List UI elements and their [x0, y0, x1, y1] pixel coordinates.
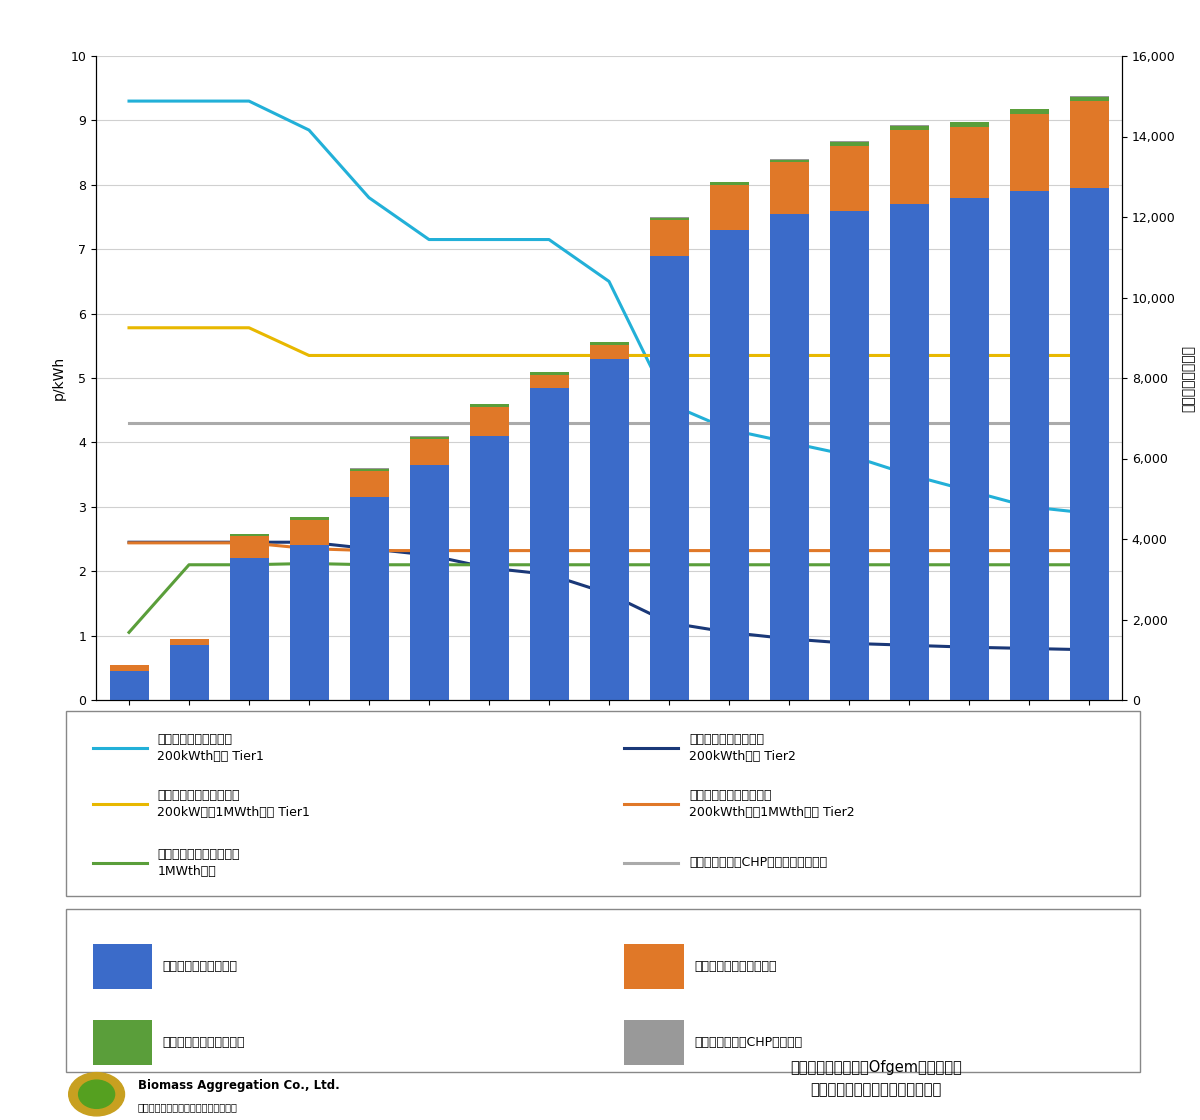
Bar: [529, 375, 569, 388]
Bar: [769, 160, 809, 162]
Bar: [709, 230, 749, 700]
Bar: [1069, 101, 1109, 188]
Bar: [889, 125, 929, 130]
Bar: [589, 358, 629, 700]
Bar: [92, 943, 152, 989]
Bar: [469, 436, 509, 700]
Bar: [109, 671, 149, 700]
Text: 中規模商業用バイオマス
200kWth以上1MWth未満 Tier2: 中規模商業用バイオマス 200kWth以上1MWth未満 Tier2: [689, 788, 854, 819]
Bar: [349, 472, 389, 497]
Bar: [709, 183, 749, 185]
Bar: [529, 388, 569, 700]
Bar: [1009, 192, 1049, 700]
Bar: [229, 535, 269, 558]
Text: 小型商業用バイオマス
200kWth未満 Tier2: 小型商業用バイオマス 200kWth未満 Tier2: [689, 734, 796, 763]
Bar: [169, 645, 209, 700]
Text: 固体バイオマスCHPシステム　全容量: 固体バイオマスCHPシステム 全容量: [689, 856, 827, 869]
Bar: [769, 214, 809, 700]
Text: 小型商業用バイオマス
200kWth未満 Tier1: 小型商業用バイオマス 200kWth未満 Tier1: [157, 734, 264, 763]
Bar: [349, 497, 389, 700]
Bar: [289, 545, 329, 700]
Bar: [589, 342, 629, 345]
Bar: [589, 345, 629, 358]
Text: 大規模商業用バイオマス: 大規模商業用バイオマス: [163, 1036, 245, 1049]
Text: 中規模商業用バイオマス
200kW以上1MWth未満 Tier1: 中規模商業用バイオマス 200kW以上1MWth未満 Tier1: [157, 788, 310, 819]
Text: 大規模商業用バイオマス
1MWth以上: 大規模商業用バイオマス 1MWth以上: [157, 848, 240, 878]
Bar: [829, 211, 869, 700]
Bar: [624, 1020, 684, 1065]
Bar: [109, 664, 149, 671]
Text: 固体バイオマスCHPシステム: 固体バイオマスCHPシステム: [695, 1036, 803, 1049]
Bar: [829, 146, 869, 211]
Bar: [709, 185, 749, 230]
Y-axis label: p/kWh: p/kWh: [53, 356, 66, 400]
Bar: [889, 130, 929, 204]
Bar: [92, 1020, 152, 1065]
Bar: [289, 520, 329, 545]
Bar: [229, 558, 269, 700]
Bar: [469, 404, 509, 407]
Bar: [349, 469, 389, 472]
Bar: [649, 255, 689, 700]
Text: 株式会社バイオマスアグリゲーション: 株式会社バイオマスアグリゲーション: [138, 1102, 238, 1112]
Bar: [469, 407, 509, 436]
Text: Biomass Aggregation Co., Ltd.: Biomass Aggregation Co., Ltd.: [138, 1080, 340, 1092]
Bar: [769, 162, 809, 214]
Bar: [829, 141, 869, 146]
Bar: [409, 439, 449, 465]
Bar: [624, 943, 684, 989]
Bar: [949, 198, 989, 700]
Bar: [889, 204, 929, 700]
Y-axis label: 導入件数（累計）: 導入件数（累計）: [1181, 345, 1195, 411]
Bar: [529, 372, 569, 375]
Ellipse shape: [68, 1073, 125, 1116]
Bar: [409, 437, 449, 439]
Bar: [1069, 188, 1109, 700]
Bar: [169, 638, 209, 645]
Bar: [649, 217, 689, 221]
Bar: [649, 221, 689, 255]
Bar: [1069, 96, 1109, 101]
Bar: [409, 465, 449, 700]
Text: 中規模商業用バイオマス: 中規模商業用バイオマス: [695, 960, 776, 973]
Ellipse shape: [79, 1080, 115, 1109]
Text: 資料：イギリス政府Ofgem資料を基に
バイオマスアグリゲーション作成: 資料：イギリス政府Ofgem資料を基に バイオマスアグリゲーション作成: [790, 1061, 962, 1098]
Bar: [949, 122, 989, 127]
Bar: [1009, 110, 1049, 114]
Text: 小型商業用バイオマス: 小型商業用バイオマス: [163, 960, 238, 973]
Bar: [1009, 114, 1049, 192]
Bar: [229, 534, 269, 535]
Bar: [949, 127, 989, 198]
Bar: [289, 517, 329, 520]
